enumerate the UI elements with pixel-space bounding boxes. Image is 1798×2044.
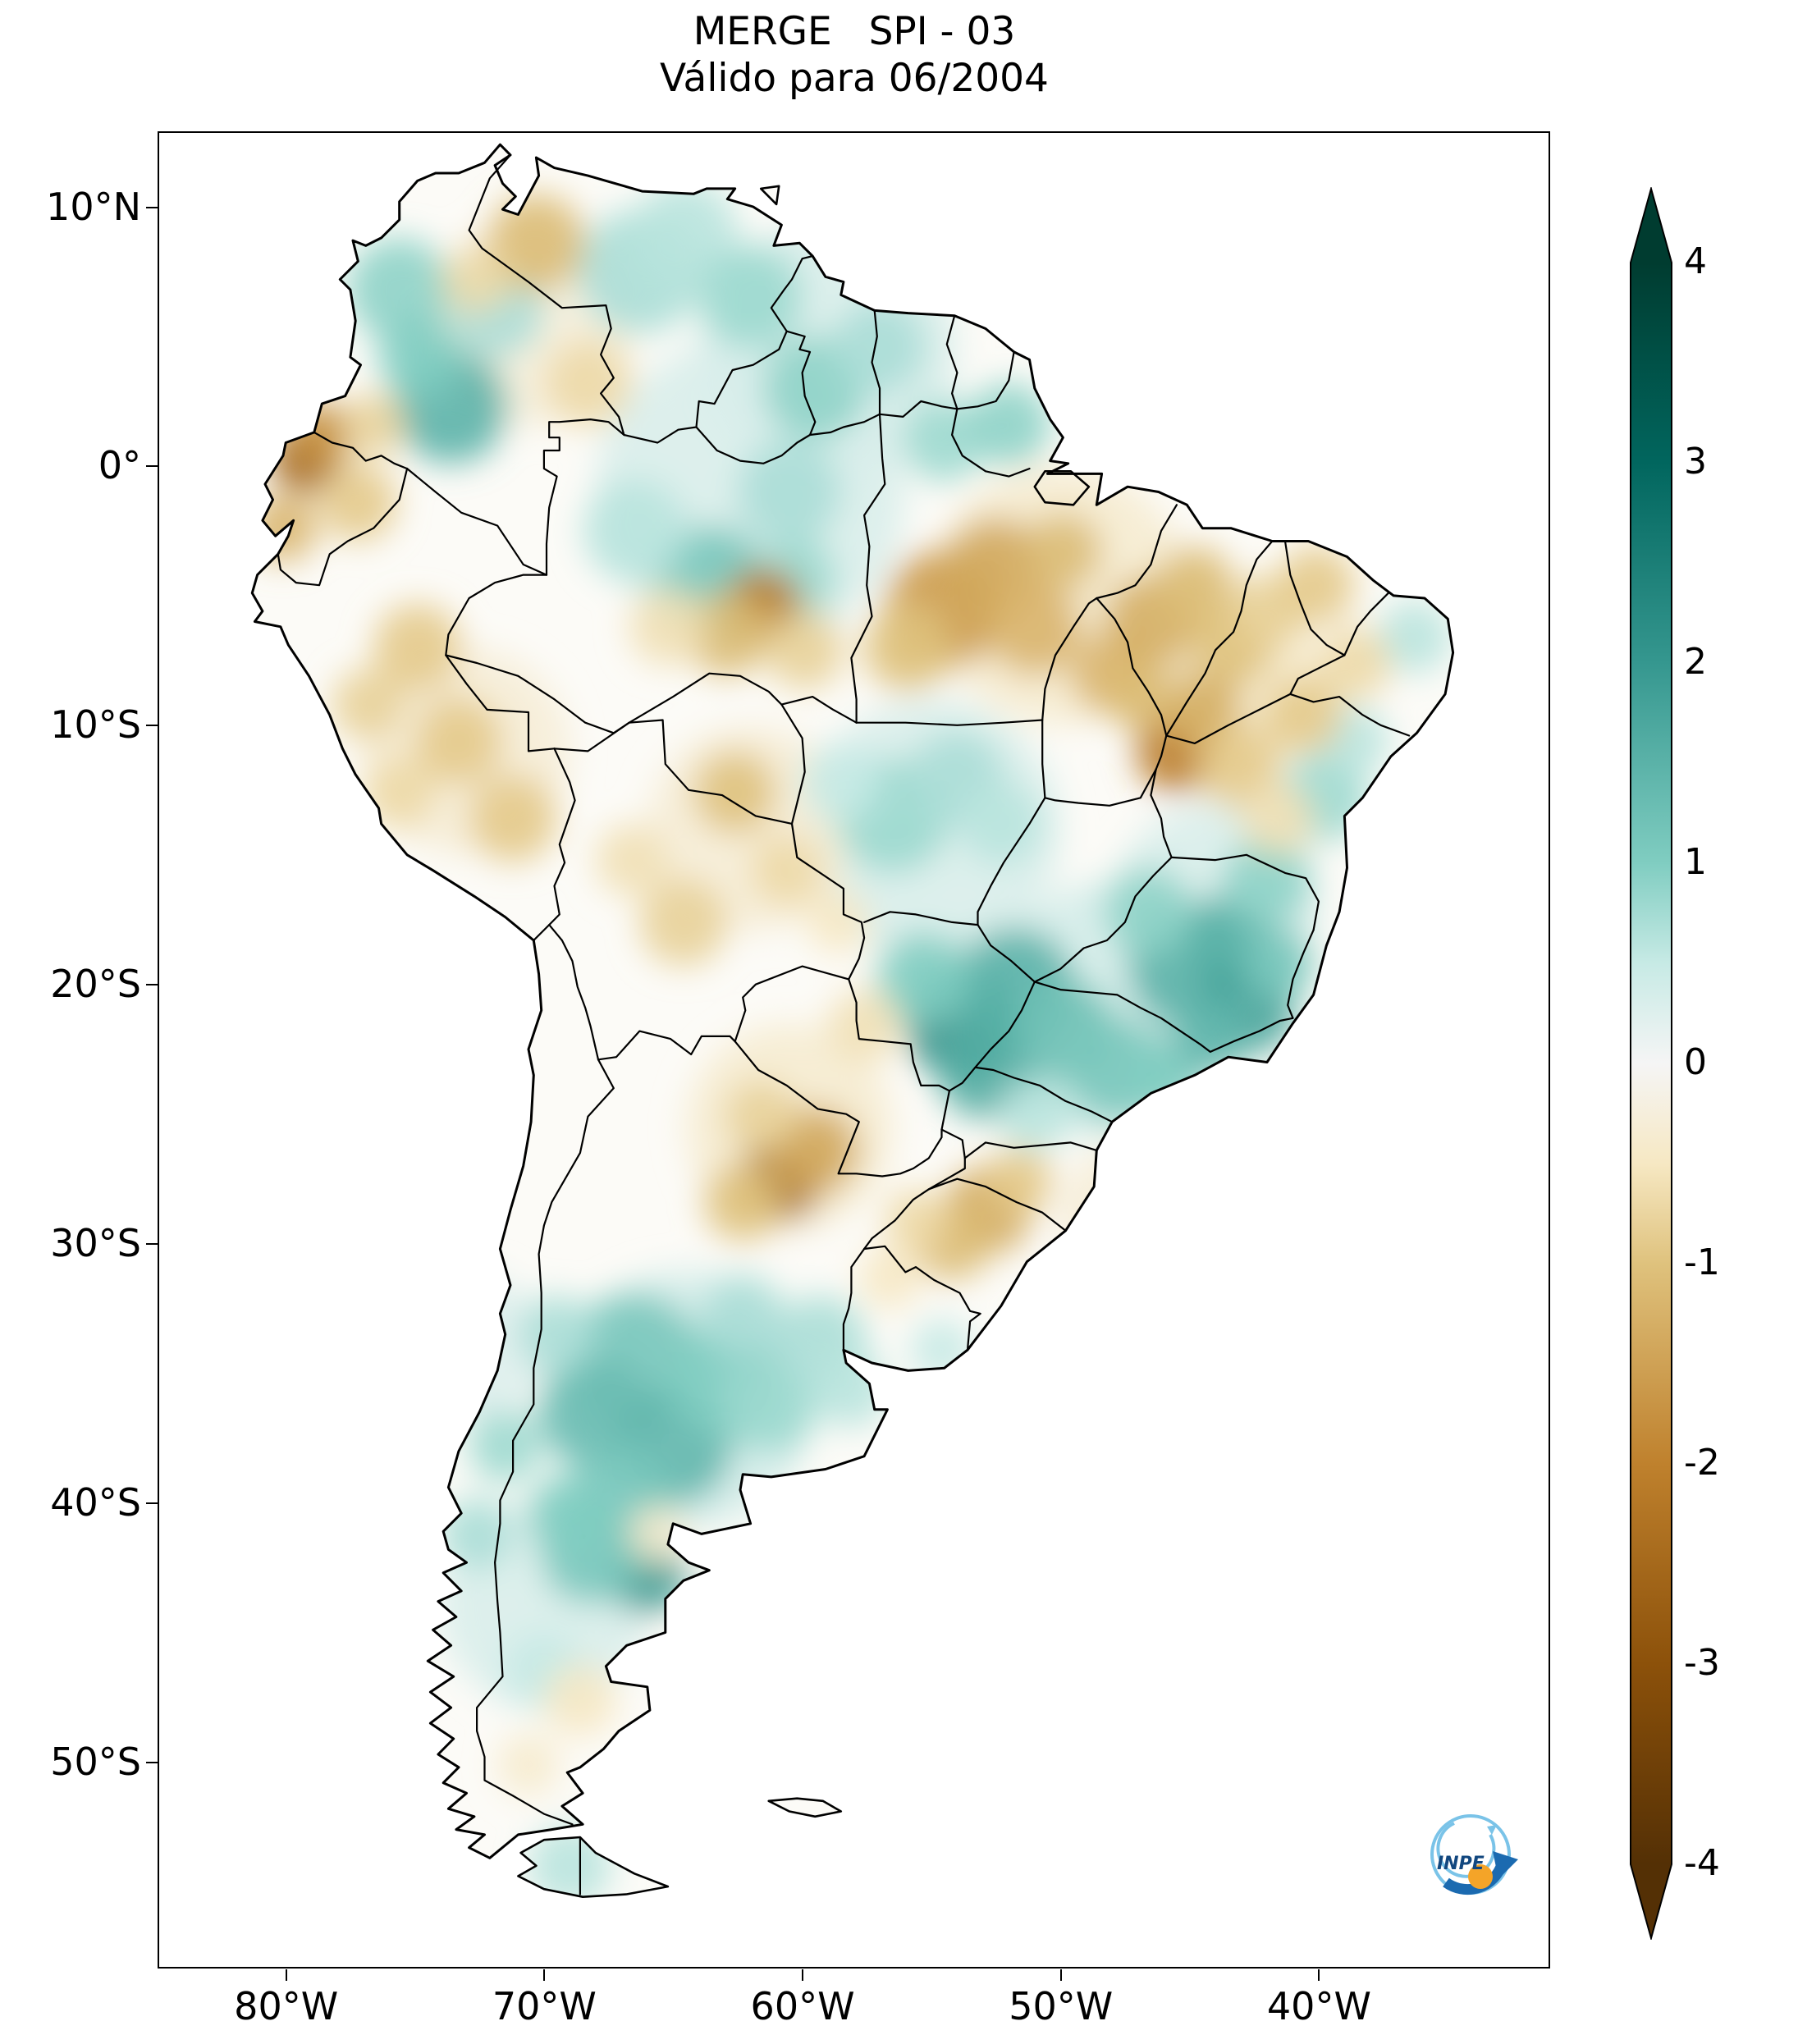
inpe-logo-text: INPE — [1437, 1854, 1485, 1874]
y-axis-tick-label: 50°S — [50, 1739, 141, 1784]
map-plot-area: INPE — [158, 131, 1550, 1969]
colorbar-tick-label: 3 — [1684, 441, 1707, 482]
y-axis-tick-label: 10°N — [46, 184, 141, 229]
country-state-borders — [250, 143, 1455, 1898]
y-axis-tick-label: 10°S — [50, 702, 141, 748]
colorbar-svg — [1630, 185, 1672, 1941]
figure-title: MERGE SPI - 03 — [693, 9, 1016, 54]
y-axis-tickmark — [146, 1243, 158, 1246]
y-axis-tickmark — [146, 984, 158, 986]
y-axis-tickmark — [146, 465, 158, 468]
colorbar — [1628, 185, 1674, 1941]
x-axis-tick-label: 80°W — [234, 1984, 339, 2028]
colorbar-tick-label: -4 — [1684, 1842, 1720, 1884]
colorbar-extend-max — [1631, 189, 1672, 263]
south-america-map: INPE — [159, 133, 1549, 1967]
colorbar-tick-label: 1 — [1684, 841, 1707, 883]
colorbar-tick-label: -1 — [1684, 1241, 1720, 1283]
inpe-logo: INPE — [1430, 1814, 1518, 1895]
figure-title-block: MERGE SPI - 03 Válido para 06/2004 — [158, 8, 1551, 103]
colorbar-tick-label: -3 — [1684, 1642, 1720, 1684]
x-axis-tickmark — [1318, 1969, 1320, 1981]
x-axis-tick-label: 50°W — [1009, 1984, 1114, 2028]
y-axis-tick-label: 0° — [98, 443, 141, 488]
y-axis-tickmark — [146, 1761, 158, 1763]
colorbar-tick-label: 2 — [1684, 641, 1707, 683]
y-axis-tickmark — [146, 725, 158, 727]
colorbar-tick-label: 4 — [1684, 240, 1707, 282]
colorbar-tick-label: 0 — [1684, 1041, 1707, 1083]
colorbar-gradient — [1631, 263, 1672, 1864]
map-canvas: INPE — [159, 133, 1549, 1967]
x-axis-tickmark — [285, 1969, 287, 1981]
x-axis-tick-label: 70°W — [492, 1984, 597, 2028]
x-axis-tick-label: 60°W — [750, 1984, 855, 2028]
y-axis-tickmark — [146, 1502, 158, 1505]
y-axis-tick-label: 30°S — [50, 1221, 141, 1266]
y-axis-tick-label: 40°S — [50, 1480, 141, 1525]
x-axis-tickmark — [1059, 1969, 1062, 1981]
coastline — [250, 143, 1455, 1859]
colorbar-extend-min — [1631, 1864, 1672, 1938]
y-axis-tickmark — [146, 206, 158, 208]
x-axis-tickmark — [802, 1969, 804, 1981]
figure-subtitle: Válido para 06/2004 — [660, 56, 1049, 102]
y-axis-tick-label: 20°S — [50, 962, 141, 1007]
x-axis-tick-label: 40°W — [1266, 1984, 1371, 2028]
colorbar-outline — [1630, 185, 1672, 1941]
colorbar-tick-label: -2 — [1684, 1442, 1720, 1484]
x-axis-tickmark — [543, 1969, 546, 1981]
